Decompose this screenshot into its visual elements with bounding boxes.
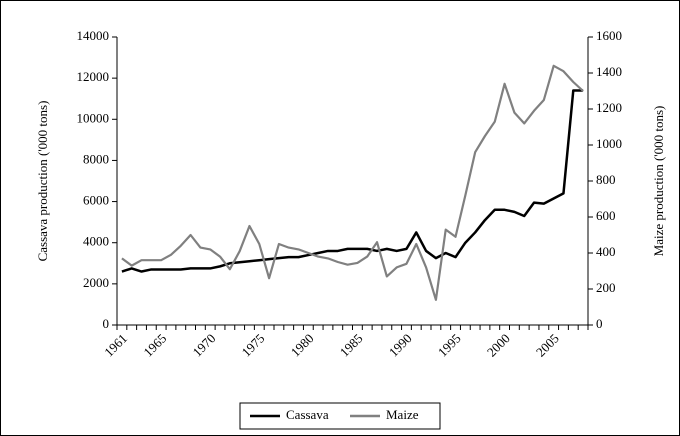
y-tick-label: 12000	[77, 69, 110, 84]
y2-tick-label: 200	[596, 280, 616, 295]
y-tick-label: 10000	[77, 110, 110, 125]
y-axis-title: Cassava production ('000 tons)	[35, 101, 50, 262]
y-tick-label: 14000	[77, 28, 110, 43]
series-line	[121, 89, 584, 273]
y-tick-label: 0	[103, 316, 110, 331]
y2-tick-label: 600	[596, 208, 616, 223]
y-tick-label: 8000	[83, 151, 109, 166]
y2-tick-label: 400	[596, 244, 616, 259]
y2-tick-label: 1400	[596, 64, 622, 79]
y2-tick-label: 1000	[596, 136, 622, 151]
y2-tick-label: 1200	[596, 100, 622, 115]
y2-tick-label: 1600	[596, 28, 622, 43]
y2-axis-title: Maize production ('000 tons)	[651, 106, 666, 257]
series-line	[121, 64, 584, 301]
legend-label: Cassava	[286, 407, 329, 422]
y-tick-label: 6000	[83, 193, 109, 208]
y-tick-label: 4000	[83, 234, 109, 249]
legend-label: Maize	[386, 407, 419, 422]
y2-tick-label: 0	[596, 316, 603, 331]
y-tick-label: 2000	[83, 275, 109, 290]
y2-tick-label: 800	[596, 172, 616, 187]
